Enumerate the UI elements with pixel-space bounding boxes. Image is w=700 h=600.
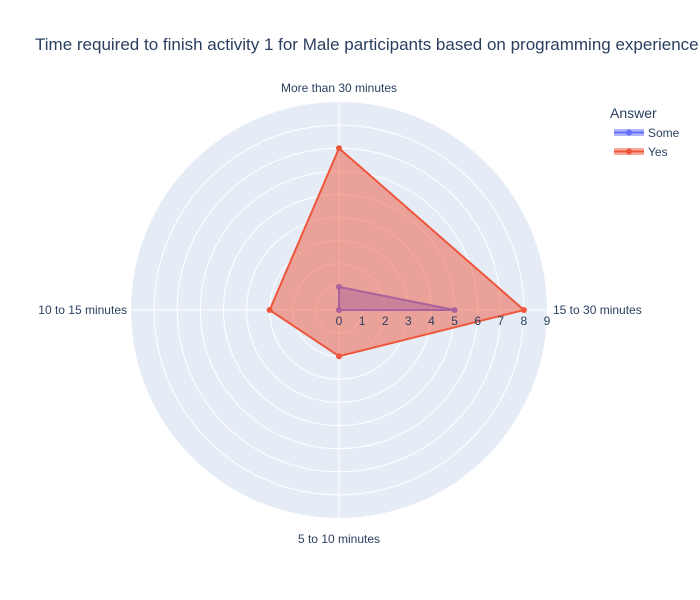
radial-tick-label: 3 xyxy=(405,314,412,328)
series-layer xyxy=(266,145,527,360)
angular-label-more-than-30: More than 30 minutes xyxy=(281,81,397,95)
chart-title: Time required to finish activity 1 for M… xyxy=(35,35,699,54)
legend-marker-yes xyxy=(626,148,632,155)
radial-tick-label: 9 xyxy=(544,314,551,328)
data-point-yes xyxy=(336,353,342,360)
radial-tick-labels: 0 1 2 3 4 5 6 7 8 9 xyxy=(336,314,551,328)
radial-tick-label: 6 xyxy=(474,314,481,328)
legend-item-some[interactable]: Some xyxy=(614,126,680,140)
legend-label-some: Some xyxy=(648,126,680,140)
legend-label-yes: Yes xyxy=(648,145,668,159)
radial-tick-label: 1 xyxy=(359,314,366,328)
legend: Answer Some Yes xyxy=(610,105,680,159)
data-point-yes xyxy=(520,307,527,313)
radial-tick-label: 7 xyxy=(497,314,504,328)
radial-tick-label: 8 xyxy=(521,314,528,328)
series-area-yes xyxy=(269,148,524,357)
radial-tick-label: 4 xyxy=(428,314,435,328)
data-point-yes xyxy=(266,307,273,313)
radial-tick-label: 5 xyxy=(451,314,458,328)
angular-label-15-to-30: 15 to 30 minutes xyxy=(553,303,642,317)
data-point-yes xyxy=(336,145,342,152)
angular-label-10-to-15: 10 to 15 minutes xyxy=(38,303,127,317)
legend-title: Answer xyxy=(610,105,657,121)
legend-marker-some xyxy=(626,129,632,136)
radial-tick-label: 2 xyxy=(382,314,389,328)
angular-label-5-to-10: 5 to 10 minutes xyxy=(298,532,380,546)
radial-tick-label: 0 xyxy=(336,314,343,328)
legend-item-yes[interactable]: Yes xyxy=(614,145,668,159)
